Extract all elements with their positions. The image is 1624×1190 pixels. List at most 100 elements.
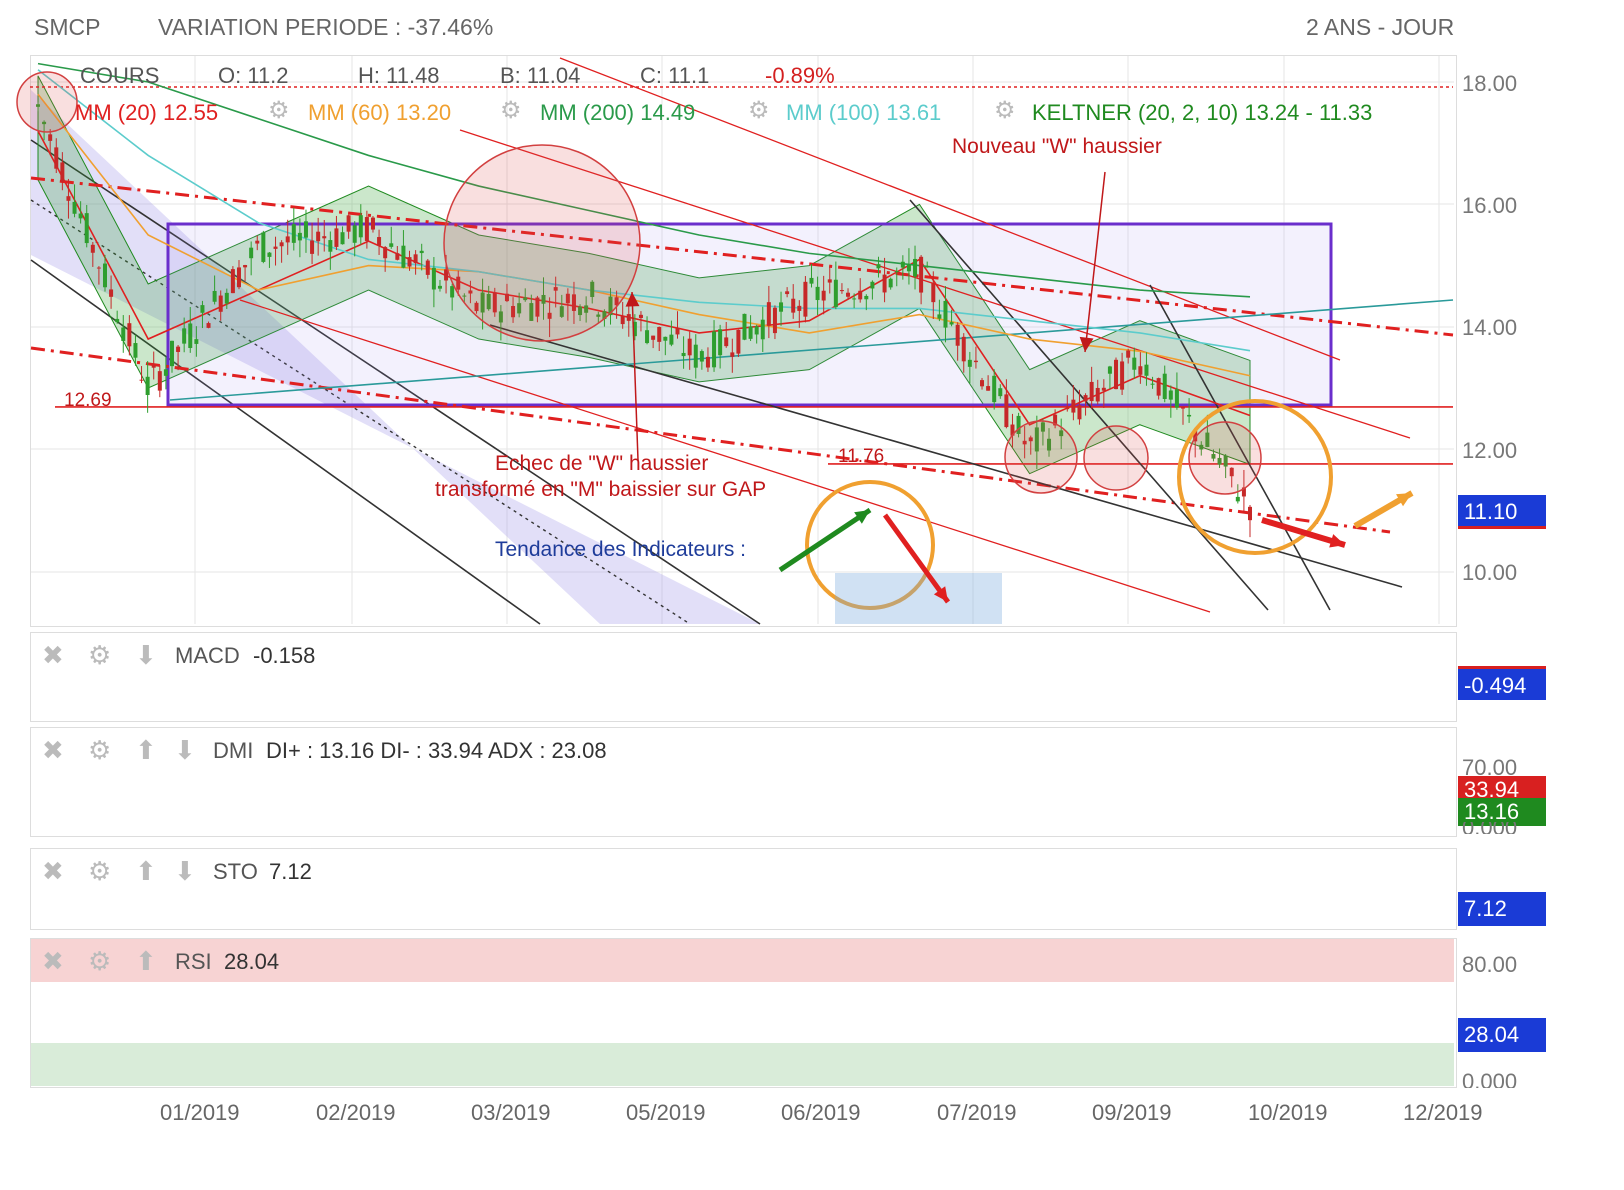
sto-panel[interactable] xyxy=(30,848,1457,930)
candle-body xyxy=(243,265,248,268)
period-label[interactable]: 2 ANS - JOUR xyxy=(1306,14,1455,40)
candle-body xyxy=(383,247,388,259)
arrow-down-icon[interactable]: ⬇ xyxy=(174,735,196,765)
candle-body xyxy=(712,331,717,368)
date-label: 12/2019 xyxy=(1403,1100,1483,1125)
gear-icon[interactable]: ⚙ xyxy=(268,97,290,124)
gear-icon[interactable]: ⚙ xyxy=(88,856,112,886)
price-panel[interactable] xyxy=(30,55,1457,627)
candle-body xyxy=(821,290,826,301)
candle-body xyxy=(1156,378,1161,396)
candle-body xyxy=(919,256,924,293)
gear-icon[interactable]: ⚙ xyxy=(88,735,112,765)
candle-body xyxy=(754,326,759,335)
candle-body xyxy=(973,360,978,363)
candle-body xyxy=(297,232,302,241)
pattern-circle xyxy=(16,71,78,133)
black-trendline xyxy=(909,199,1269,611)
dmi-label: DMI xyxy=(213,738,254,763)
candle-body xyxy=(559,306,564,317)
candle-body xyxy=(894,271,899,273)
gear-icon[interactable]: ⚙ xyxy=(88,946,112,976)
channel-midline xyxy=(30,199,691,625)
candle-body xyxy=(72,201,77,214)
candle-body xyxy=(858,290,863,300)
candle-body xyxy=(279,242,284,247)
dmi-badge-red: 33.94 xyxy=(1458,776,1546,800)
candle-body xyxy=(182,328,187,344)
level-label-1176: 11.76 xyxy=(838,446,885,467)
close-icon[interactable]: ✖ xyxy=(42,735,64,765)
candle-body xyxy=(736,329,741,354)
date-label: 09/2019 xyxy=(1092,1100,1172,1125)
candle-body xyxy=(876,264,881,269)
candle-body xyxy=(346,215,351,232)
candle-body xyxy=(261,232,266,262)
up-arrow-head xyxy=(1396,493,1412,507)
gear-icon[interactable]: ⚙ xyxy=(500,97,522,124)
arrow-down-icon[interactable]: ⬇ xyxy=(135,640,157,670)
candle-body xyxy=(779,302,784,312)
red-trendline xyxy=(559,57,1341,361)
gear-icon[interactable]: ⚙ xyxy=(748,97,770,124)
candle-body xyxy=(42,121,47,125)
candle-body xyxy=(310,240,315,254)
candle-body xyxy=(504,293,509,302)
candle-body xyxy=(200,305,205,313)
candle-body xyxy=(791,298,796,313)
candle-body xyxy=(852,298,857,300)
candle-body xyxy=(1132,357,1137,370)
arrow-up-icon[interactable]: ⬆ xyxy=(135,735,157,765)
level-label-1269: 12.69 xyxy=(64,390,112,411)
candle-body xyxy=(657,326,662,342)
candle-body xyxy=(565,293,570,304)
arrow-down-icon[interactable]: ⬇ xyxy=(174,856,196,886)
candle-body xyxy=(1059,430,1064,437)
candle-body xyxy=(1205,432,1210,447)
gear-icon[interactable]: ⚙ xyxy=(88,640,112,670)
up-arrow-head xyxy=(854,510,870,524)
pattern-circle xyxy=(1083,425,1149,491)
candle-body xyxy=(596,314,601,317)
candle-body xyxy=(340,232,345,245)
candle-body xyxy=(1114,359,1119,390)
candle-body xyxy=(748,326,753,339)
price-axis-label: 16.00 xyxy=(1462,193,1518,218)
candle-body xyxy=(249,247,254,259)
candle-body xyxy=(468,290,473,294)
arrow-up-icon[interactable]: ⬆ xyxy=(135,856,157,886)
candle-body xyxy=(1181,407,1186,409)
candle-body xyxy=(529,303,534,321)
close-icon[interactable]: ✖ xyxy=(42,946,64,976)
dmi-axis-bottom: 0.000 xyxy=(1462,822,1517,834)
orange-circle xyxy=(1177,399,1333,555)
legend-keltner: KELTNER (20, 2, 10) 13.24 - 11.33 xyxy=(1032,100,1373,125)
macd-panel[interactable] xyxy=(30,632,1457,722)
close-icon[interactable]: ✖ xyxy=(42,856,64,886)
candle-body xyxy=(584,305,589,313)
candle-body xyxy=(1174,389,1179,408)
candle-body xyxy=(827,279,832,283)
candle-body xyxy=(1053,414,1058,426)
candle-body xyxy=(407,257,412,267)
candle-body xyxy=(517,303,522,314)
candle-body xyxy=(870,281,875,289)
candle-body xyxy=(742,313,747,340)
arrow-up-icon[interactable]: ⬆ xyxy=(135,946,157,976)
sto-value: 7.12 xyxy=(269,859,312,884)
rsi-value: 28.04 xyxy=(224,949,280,974)
candle-body xyxy=(645,330,650,344)
rsi-oversold-zone xyxy=(31,1043,1454,1086)
candle-body xyxy=(687,338,692,356)
candle-body xyxy=(614,297,619,306)
trading-range-box xyxy=(166,222,1333,407)
gear-icon[interactable]: ⚙ xyxy=(994,97,1016,124)
dmi-panel[interactable] xyxy=(30,727,1457,837)
close-icon[interactable]: ✖ xyxy=(42,640,64,670)
candle-body xyxy=(785,291,790,295)
candle-body xyxy=(316,231,321,242)
candle-body xyxy=(1022,440,1027,445)
candle-body xyxy=(541,294,546,304)
candle-body xyxy=(986,386,991,391)
candle-body xyxy=(96,267,101,269)
